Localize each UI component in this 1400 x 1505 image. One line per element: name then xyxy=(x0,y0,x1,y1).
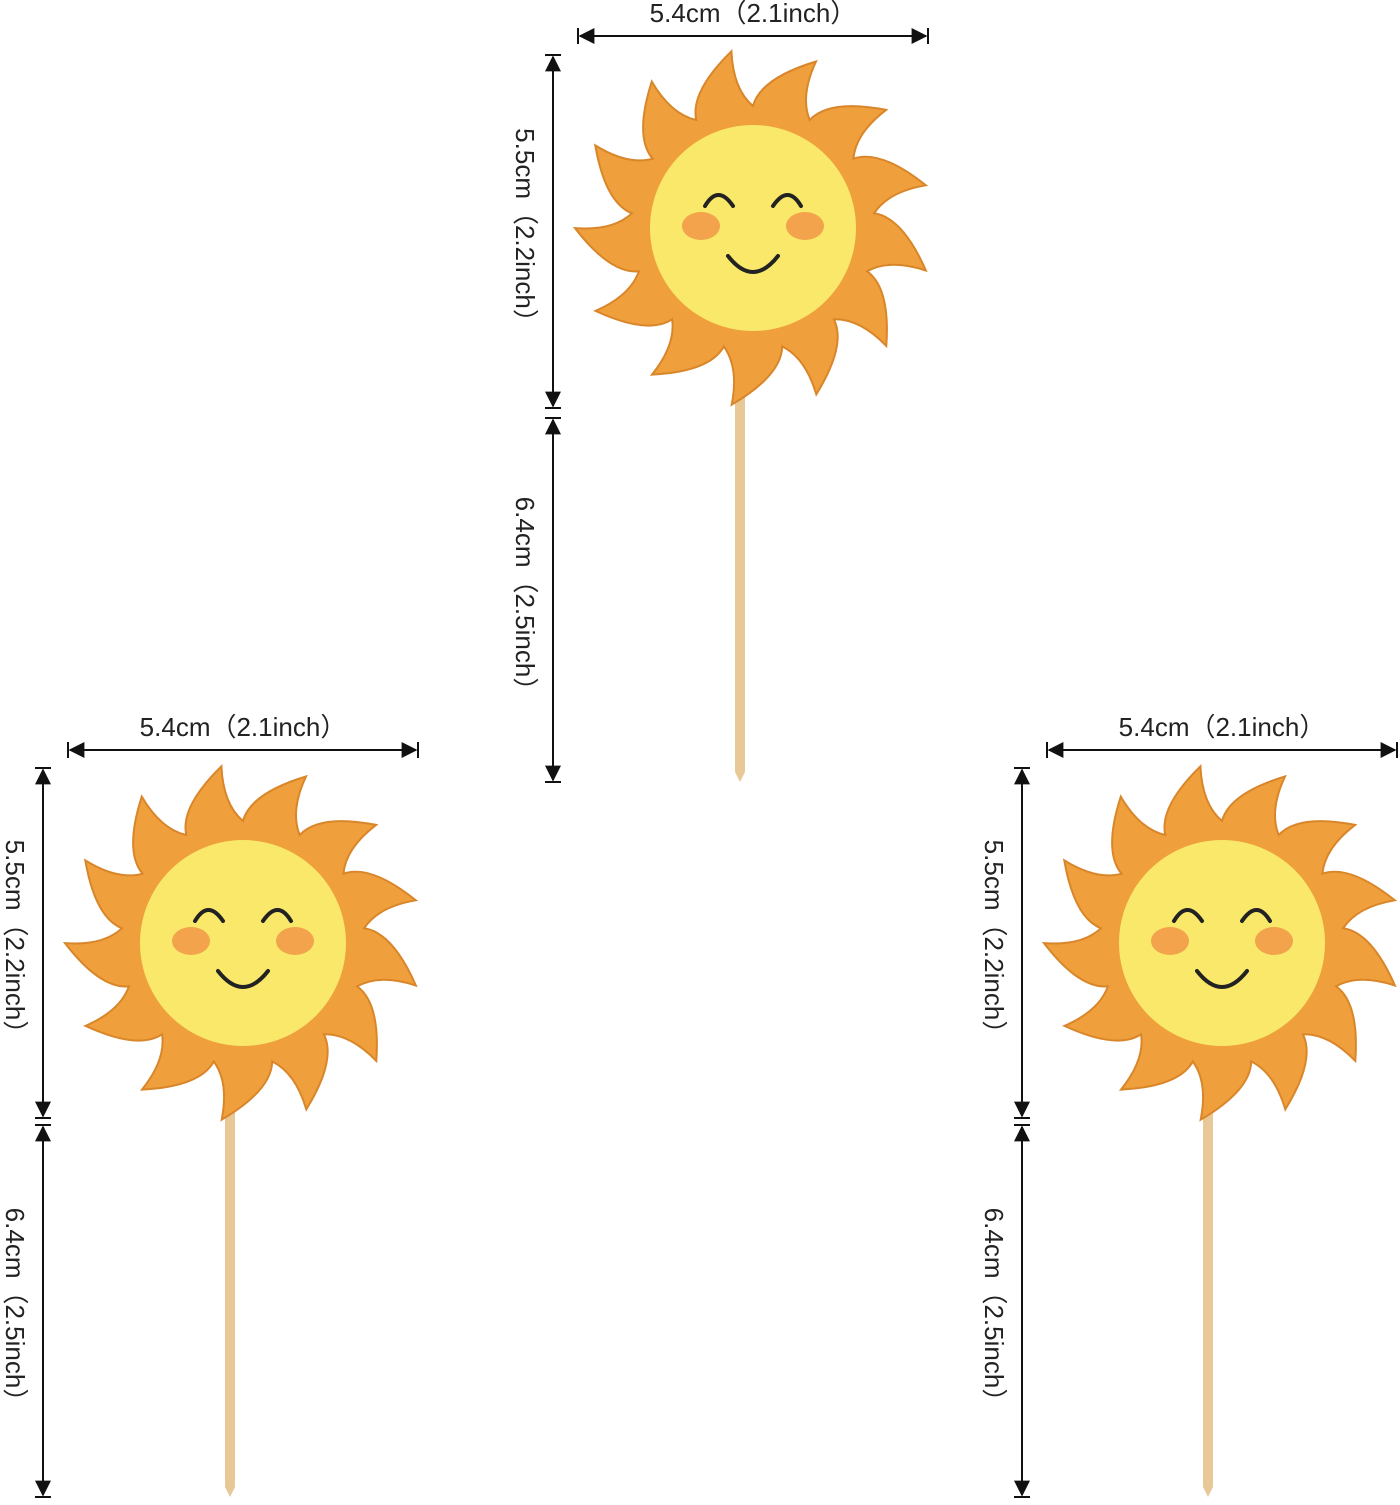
head-height-label: 5.5cm（2.2inch） xyxy=(0,840,30,1047)
topper: 5.4cm（2.1inch） 5.5cm（2.2inch） 6.4cm（2.5inc… xyxy=(510,0,929,783)
stick xyxy=(1203,1063,1213,1487)
width-label: 5.4cm（2.1inch） xyxy=(140,712,347,742)
stick xyxy=(735,348,745,772)
stick-tip xyxy=(225,1487,235,1497)
head-height-label: 5.5cm（2.2inch） xyxy=(979,840,1009,1047)
stick-height-label: 6.4cm（2.5inch） xyxy=(510,497,540,704)
topper: 5.4cm（2.1inch） 5.5cm（2.2inch） 6.4cm（2.5inc… xyxy=(979,712,1398,1498)
width-label: 5.4cm（2.1inch） xyxy=(1119,712,1326,742)
topper: 5.4cm（2.1inch） 5.5cm（2.2inch） 6.4cm（2.5inc… xyxy=(0,712,419,1498)
width-label: 5.4cm（2.1inch） xyxy=(650,0,857,28)
stick-height-label: 6.4cm（2.5inch） xyxy=(979,1208,1009,1415)
head-height-label: 5.5cm（2.2inch） xyxy=(510,128,540,335)
sun-head xyxy=(573,49,928,407)
stick-tip xyxy=(1203,1487,1213,1497)
sun-head xyxy=(63,764,418,1122)
stick-height-label: 6.4cm（2.5inch） xyxy=(0,1208,30,1415)
sun-head xyxy=(1042,764,1397,1122)
stick-tip xyxy=(735,772,745,782)
stick xyxy=(225,1063,235,1487)
